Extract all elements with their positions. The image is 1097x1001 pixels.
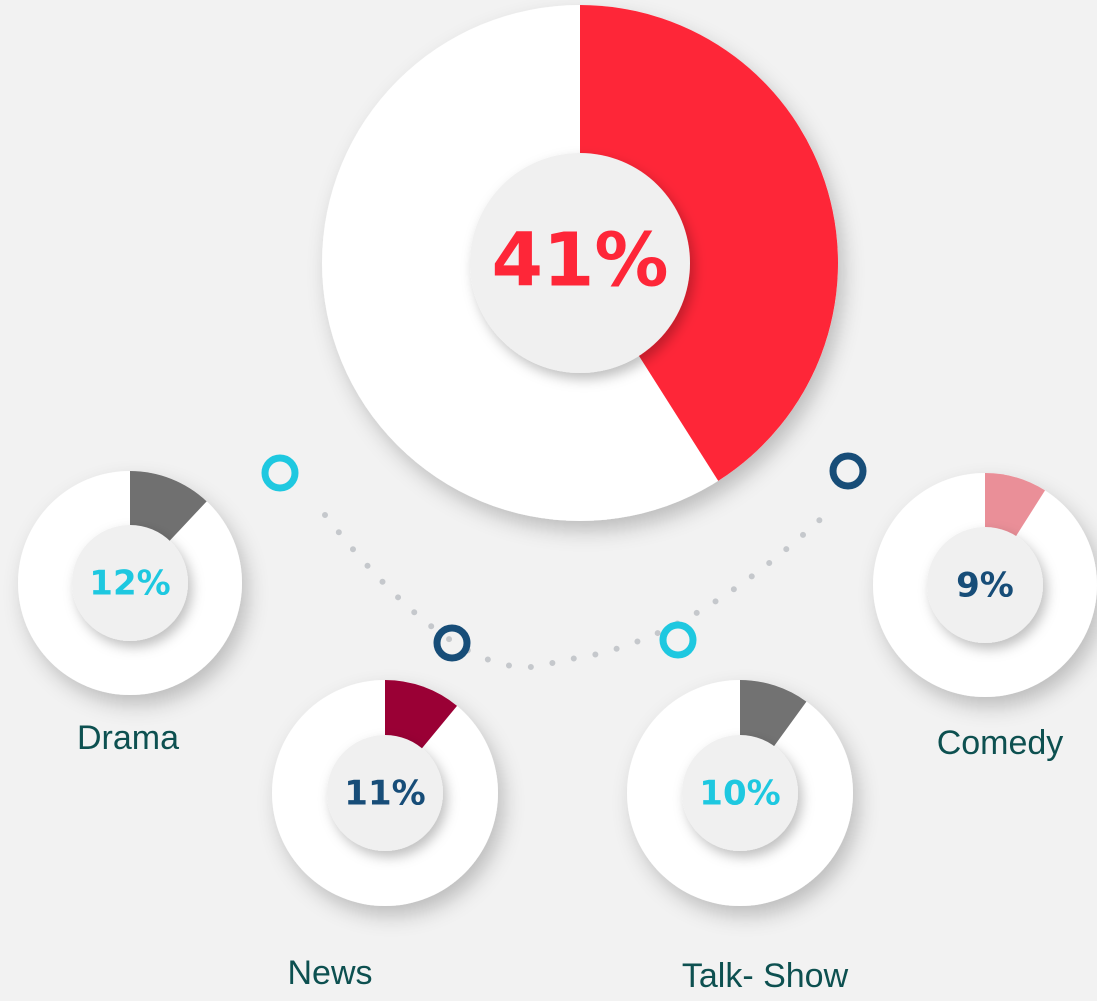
marker-ring bbox=[433, 624, 471, 662]
donut-hole bbox=[327, 735, 443, 851]
value-label: 9% bbox=[956, 566, 1014, 606]
value-label: 10% bbox=[699, 774, 780, 814]
marker-ring bbox=[659, 621, 697, 659]
marker-ring bbox=[261, 454, 299, 492]
donut-slice bbox=[580, 5, 838, 481]
donut-hole bbox=[72, 525, 188, 641]
marker-ring bbox=[829, 452, 867, 490]
donut-hole bbox=[470, 153, 690, 373]
value-label: 11% bbox=[344, 774, 425, 814]
category-label: Comedy bbox=[937, 724, 1064, 762]
donut-hole bbox=[927, 527, 1043, 643]
value-label: 41% bbox=[491, 218, 668, 304]
donut-hole bbox=[682, 735, 798, 851]
dotted-connector bbox=[322, 512, 828, 671]
value-label: 12% bbox=[89, 564, 170, 604]
category-label: News bbox=[287, 954, 372, 992]
category-label: Talk- Show bbox=[682, 957, 849, 995]
markers bbox=[261, 452, 867, 662]
category-label: Drama bbox=[77, 719, 179, 757]
